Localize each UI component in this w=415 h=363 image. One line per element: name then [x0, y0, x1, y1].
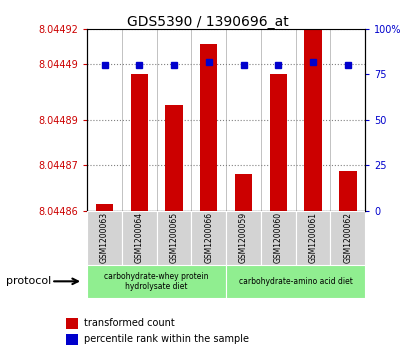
Bar: [226, 265, 365, 298]
Bar: [295, 211, 330, 265]
Text: GSM1200060: GSM1200060: [274, 212, 283, 263]
Text: carbohydrate-amino acid diet: carbohydrate-amino acid diet: [239, 277, 353, 286]
Bar: [157, 211, 191, 265]
Bar: [87, 265, 226, 298]
Bar: [165, 105, 183, 211]
Bar: [261, 211, 296, 265]
Bar: [87, 211, 122, 265]
Bar: [339, 171, 356, 211]
Text: GSM1200062: GSM1200062: [343, 212, 352, 263]
Bar: [330, 211, 365, 265]
Bar: [66, 318, 78, 329]
Bar: [304, 29, 322, 211]
Bar: [96, 204, 113, 211]
Text: percentile rank within the sample: percentile rank within the sample: [84, 334, 249, 344]
Text: GSM1200064: GSM1200064: [135, 212, 144, 263]
Text: GSM1200061: GSM1200061: [309, 212, 317, 263]
Text: carbohydrate-whey protein
hydrolysate diet: carbohydrate-whey protein hydrolysate di…: [105, 272, 209, 291]
Text: GSM1200059: GSM1200059: [239, 212, 248, 263]
Bar: [191, 211, 226, 265]
Bar: [131, 74, 148, 211]
Bar: [122, 211, 157, 265]
Bar: [66, 334, 78, 345]
Text: protocol: protocol: [6, 276, 51, 286]
Text: GSM1200066: GSM1200066: [204, 212, 213, 263]
Text: GSM1200063: GSM1200063: [100, 212, 109, 263]
Bar: [200, 44, 217, 211]
Bar: [270, 74, 287, 211]
Bar: [226, 211, 261, 265]
Text: transformed count: transformed count: [84, 318, 175, 328]
Text: GSM1200065: GSM1200065: [170, 212, 178, 263]
Text: GDS5390 / 1390696_at: GDS5390 / 1390696_at: [127, 15, 288, 29]
Bar: [235, 174, 252, 211]
